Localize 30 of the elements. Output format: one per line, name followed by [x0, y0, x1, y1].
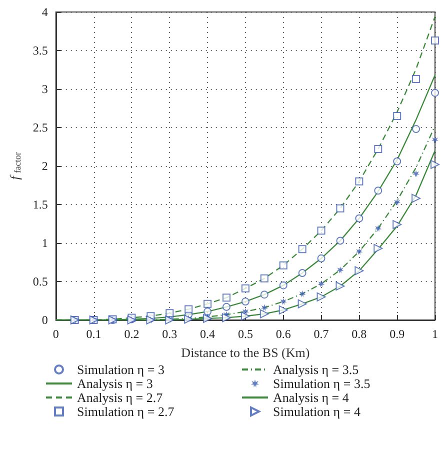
y-tick-label: 1	[42, 236, 48, 250]
x-tick-label: 0	[52, 327, 59, 341]
x-tick-label: 0.5	[238, 327, 253, 341]
legend-label: Simulation η = 3.5	[273, 376, 370, 391]
x-tick-label: 0.4	[200, 327, 216, 341]
y-tick-label: 3	[42, 82, 48, 96]
legend-label: Simulation η = 4	[273, 404, 361, 419]
y-tick-label: 2.5	[32, 120, 48, 134]
x-tick-label: 0.3	[162, 327, 178, 341]
y-tick-label: 3.5	[32, 44, 48, 58]
y-axis-title: ffactor	[7, 152, 22, 180]
y-tick-label: 2	[42, 159, 48, 173]
x-tick-label: 0.2	[124, 327, 140, 341]
legend-label: Simulation η = 2.7	[77, 404, 175, 419]
x-tick-label: 0.8	[352, 327, 367, 341]
y-tick-label: 1.5	[32, 198, 48, 212]
x-tick-label: 1	[432, 327, 438, 341]
legend-label: Analysis η = 3	[77, 376, 153, 391]
legend-label: Analysis η = 2.7	[77, 390, 164, 405]
x-axis-title: Distance to the BS (Km)	[181, 345, 310, 360]
legend-label: Analysis η = 4	[273, 390, 350, 405]
x-tick-label: 0.6	[276, 327, 291, 341]
legend-label: Simulation η = 3	[77, 362, 164, 377]
x-tick-label: 0.7	[314, 327, 329, 341]
x-tick-label: 0.9	[390, 327, 405, 341]
x-tick-label: 0.1	[86, 327, 102, 341]
y-tick-label: 0	[42, 313, 48, 327]
legend-label: Analysis η = 3.5	[273, 362, 359, 377]
y-tick-label: 0.5	[32, 274, 48, 288]
y-tick-label: 4	[42, 5, 48, 19]
